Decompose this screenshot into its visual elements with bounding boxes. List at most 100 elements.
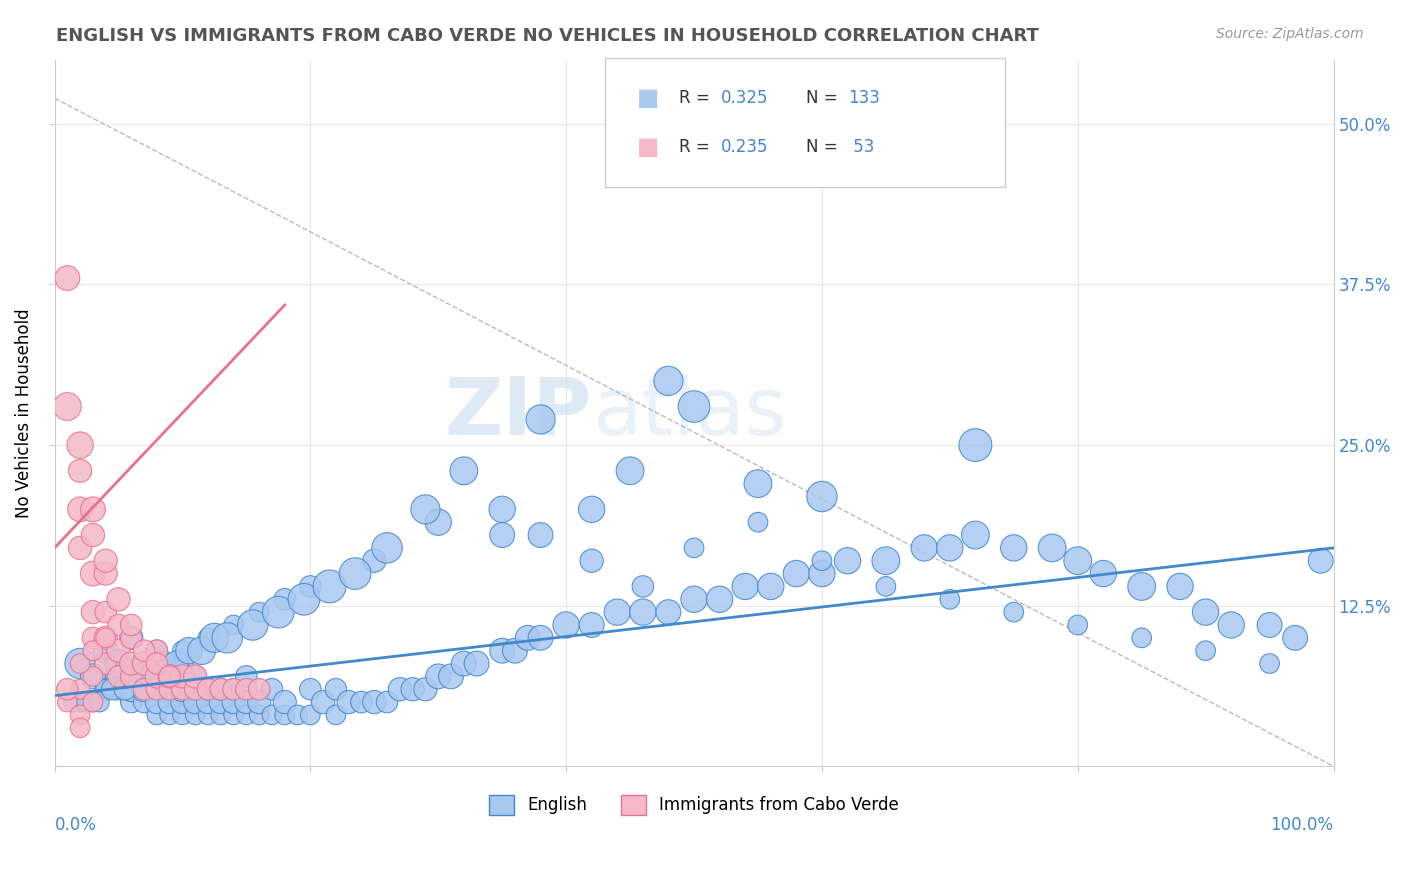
Point (1168, 579, 1191, 593)
Point (146, 682, 169, 697)
Point (69, 657, 91, 671)
Point (811, 554, 834, 568)
Point (56, 695, 79, 709)
Point (619, 464, 641, 478)
Point (107, 669, 129, 683)
Point (222, 618, 245, 632)
Point (453, 657, 475, 671)
Point (453, 464, 475, 478)
Point (274, 707, 297, 722)
Point (146, 695, 169, 709)
Point (120, 618, 142, 632)
Point (159, 707, 181, 722)
Point (683, 592, 706, 607)
Point (159, 669, 181, 683)
Text: 0.0%: 0.0% (55, 816, 97, 834)
Point (325, 707, 347, 722)
Text: 0.325: 0.325 (721, 89, 769, 107)
Point (120, 631, 142, 645)
Point (120, 631, 142, 645)
Point (875, 554, 897, 568)
Point (274, 695, 297, 709)
Point (132, 695, 155, 709)
Point (82, 566, 104, 581)
Point (631, 579, 654, 593)
Point (274, 592, 297, 607)
Point (581, 502, 603, 516)
Point (581, 618, 603, 632)
Point (89, 695, 111, 709)
Point (94, 682, 117, 697)
Point (94, 643, 117, 657)
Point (197, 682, 219, 697)
Point (82, 631, 104, 645)
Point (209, 707, 232, 722)
Point (209, 695, 232, 709)
Point (69, 657, 91, 671)
Point (1309, 554, 1331, 568)
Point (69, 721, 91, 735)
Point (82, 605, 104, 619)
Point (107, 657, 129, 671)
Point (912, 541, 935, 555)
Point (260, 682, 283, 697)
Point (127, 669, 149, 683)
Point (292, 592, 315, 607)
Point (1092, 566, 1115, 581)
Point (235, 669, 257, 683)
Point (363, 554, 385, 568)
Point (82, 643, 104, 657)
Point (184, 669, 207, 683)
Point (1258, 618, 1281, 632)
Point (209, 682, 232, 697)
Text: 53: 53 (848, 138, 875, 156)
Text: 133: 133 (848, 89, 880, 107)
Point (555, 618, 578, 632)
Point (172, 695, 194, 709)
Point (287, 707, 309, 722)
Point (120, 669, 142, 683)
Point (415, 682, 437, 697)
Point (184, 695, 207, 709)
Text: Source: ZipAtlas.com: Source: ZipAtlas.com (1216, 27, 1364, 41)
Point (184, 682, 207, 697)
Point (1002, 605, 1025, 619)
Text: ENGLISH VS IMMIGRANTS FROM CABO VERDE NO VEHICLES IN HOUSEHOLD CORRELATION CHART: ENGLISH VS IMMIGRANTS FROM CABO VERDE NO… (56, 27, 1039, 45)
Text: 100.0%: 100.0% (1271, 816, 1333, 834)
Point (222, 707, 245, 722)
Point (222, 682, 245, 697)
Point (875, 579, 897, 593)
Point (1258, 657, 1281, 671)
Point (94, 566, 117, 581)
Point (247, 682, 270, 697)
Point (120, 682, 142, 697)
Point (657, 605, 679, 619)
Point (177, 643, 200, 657)
Text: R =: R = (679, 138, 716, 156)
Point (107, 669, 129, 683)
Text: ■: ■ (637, 136, 659, 159)
Point (1284, 631, 1306, 645)
Point (94, 554, 117, 568)
Point (375, 695, 398, 709)
Point (516, 631, 538, 645)
Point (69, 682, 91, 697)
Point (172, 707, 194, 722)
Point (312, 695, 335, 709)
Point (217, 631, 239, 645)
Point (202, 631, 225, 645)
Point (1040, 541, 1063, 555)
Point (197, 695, 219, 709)
Point (172, 669, 194, 683)
Point (69, 695, 91, 709)
Point (734, 579, 756, 593)
Point (683, 400, 706, 414)
Point (165, 657, 187, 671)
Point (299, 682, 322, 697)
Point (1130, 631, 1153, 645)
Point (299, 707, 322, 722)
Text: ZIP: ZIP (444, 374, 592, 452)
Point (69, 464, 91, 478)
Text: ■: ■ (637, 87, 659, 110)
Point (222, 682, 245, 697)
